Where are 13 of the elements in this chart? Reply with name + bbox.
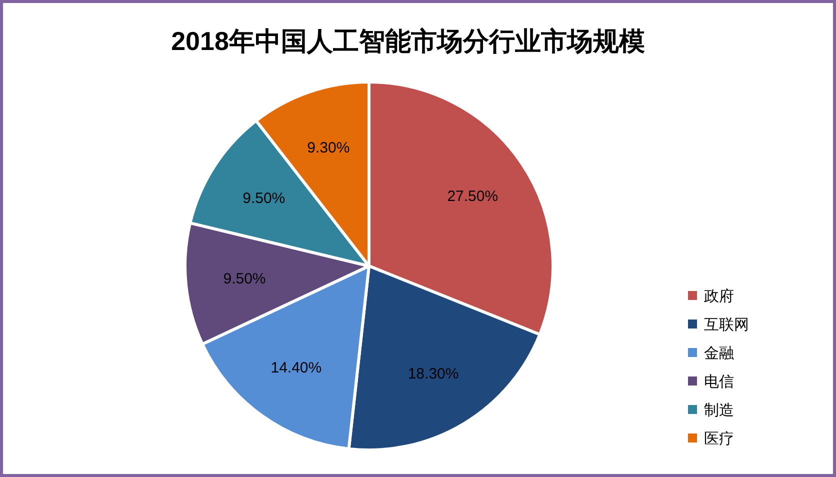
data-label: 27.50% bbox=[447, 188, 498, 205]
legend-label: 互联网 bbox=[704, 316, 749, 334]
data-label: 9.30% bbox=[307, 140, 350, 157]
data-label: 18.30% bbox=[408, 365, 459, 382]
legend-label: 医疗 bbox=[704, 430, 734, 448]
data-label: 9.50% bbox=[242, 190, 286, 208]
legend-label: 制造 bbox=[704, 402, 734, 419]
legend-label: 电信 bbox=[704, 374, 734, 390]
legend-label: 政府 bbox=[704, 288, 734, 305]
chart-title: 2018年中国人工智能市场分行业市场规模 bbox=[171, 26, 645, 56]
legend-label: 金融 bbox=[704, 345, 734, 362]
data-label: 14.40% bbox=[270, 360, 322, 377]
data-label: 9.50% bbox=[223, 270, 266, 288]
